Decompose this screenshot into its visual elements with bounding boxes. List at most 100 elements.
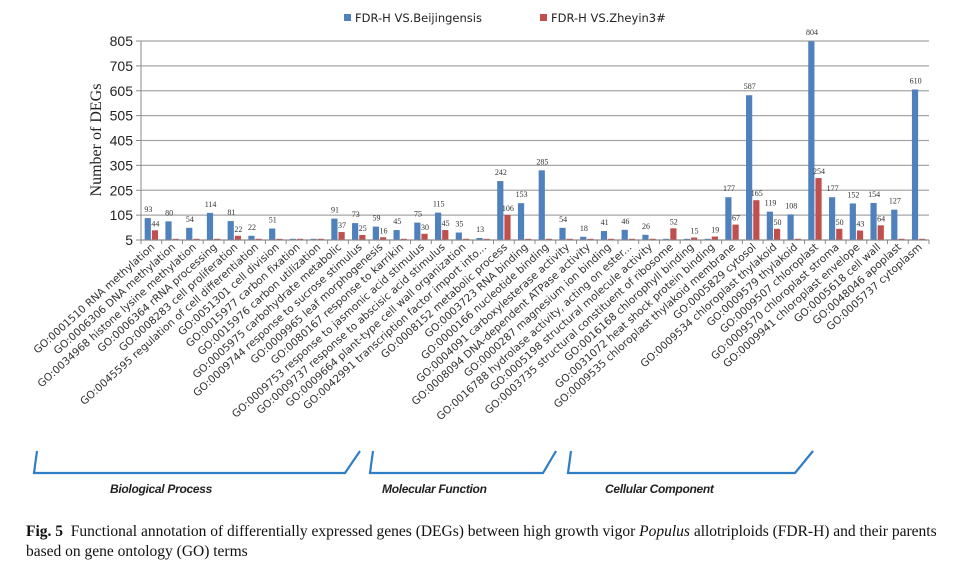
bar-beijingensis: [787, 214, 794, 240]
bar-zheyin3: [483, 238, 490, 240]
bar-value-label: 46: [621, 217, 629, 226]
bar-value-label: 19: [711, 226, 719, 235]
bar-value-label: 153: [516, 190, 528, 199]
bar-value-label: 45: [442, 219, 450, 228]
bar-zheyin3: [525, 238, 532, 240]
bars: [144, 41, 926, 240]
bar-value-label: 108: [785, 201, 797, 210]
bar-zheyin3: [462, 238, 470, 240]
bar-value-label: 115: [433, 200, 445, 209]
bar-value-label: 165: [751, 189, 763, 198]
bar-zheyin3: [753, 200, 760, 240]
legend: FDR-H VS.Beijingensis FDR-H VS.Zheyin3#: [344, 11, 666, 25]
bar-beijingensis: [227, 221, 234, 240]
bar-value-label: 43: [856, 220, 864, 229]
bar-value-label: 127: [889, 197, 901, 206]
bar-zheyin3: [919, 238, 926, 240]
bar-value-label: 54: [186, 215, 194, 224]
bar-value-label: 610: [910, 77, 922, 86]
legend-label-zheyin3: FDR-H VS.Zheyin3#: [551, 11, 666, 25]
bar-value-label: 16: [379, 226, 387, 235]
gridlines: [141, 40, 929, 241]
bar-beijingensis: [808, 41, 815, 240]
bar-value-label: 15: [691, 227, 699, 236]
bar-value-label: 177: [723, 184, 735, 193]
y-tick-label: 305: [110, 157, 134, 173]
bar-value-label: 64: [877, 214, 885, 223]
bar-value-label: 37: [338, 221, 346, 230]
y-tick-label: 605: [110, 83, 134, 99]
bar-value-label: 67: [732, 214, 740, 223]
bar-zheyin3: [359, 235, 366, 240]
group-brackets: [32, 450, 814, 475]
bar-beijingensis: [911, 89, 919, 240]
bar-value-label: 25: [359, 224, 367, 233]
bar-zheyin3: [815, 178, 822, 240]
bar-beijingensis: [269, 228, 276, 240]
bar-beijingensis: [414, 222, 421, 240]
bar-beijingensis: [621, 229, 628, 240]
bar-value-label: 51: [269, 216, 277, 225]
bar-value-label: 81: [227, 208, 235, 217]
bar-value-labels: 93 80 54 114 81 22 51 91 73 59 45 75 115 35 13 242 153 28…: [144, 28, 921, 235]
bar-beijingensis: [331, 218, 338, 240]
bar-beijingensis: [352, 223, 359, 240]
bar-beijingensis: [538, 170, 545, 240]
bar-zheyin3: [587, 238, 594, 240]
bar-beijingensis: [580, 236, 587, 240]
bar-beijingensis: [559, 227, 566, 240]
legend-swatch-beijingensis: [344, 14, 351, 21]
bar-value-label: 45: [393, 217, 401, 226]
bar-zheyin3: [214, 238, 221, 240]
bar-zheyin3: [794, 238, 801, 240]
bar-beijingensis: [393, 230, 400, 240]
bracket-molecular-function: [368, 450, 557, 475]
bar-beijingensis: [725, 197, 732, 240]
bar-value-label: 50: [836, 218, 844, 227]
y-axis-title: Number of DEGs: [88, 84, 105, 197]
bar-value-label: 50: [773, 218, 781, 227]
bar-beijingensis: [310, 238, 317, 240]
bar-value-label: 154: [868, 190, 880, 199]
bar-zheyin3: [898, 238, 905, 240]
bar-zheyin3: [877, 225, 884, 240]
bracket-cellular-component: [566, 450, 814, 475]
bar-value-label: 804: [806, 28, 818, 37]
bar-value-label: 114: [205, 200, 217, 209]
bar-zheyin3: [732, 224, 739, 240]
group-label-biological-process: Biological Process: [110, 482, 212, 496]
bar-beijingensis: [828, 197, 836, 240]
bar-zheyin3: [773, 228, 781, 240]
bar-zheyin3: [711, 236, 718, 240]
y-tick-label: 505: [110, 108, 134, 124]
bar-zheyin3: [400, 238, 407, 240]
bar-beijingensis: [476, 238, 483, 240]
legend-label-beijingensis: FDR-H VS.Beijingensis: [355, 11, 482, 25]
bar-value-label: 54: [559, 215, 567, 224]
bar-beijingensis: [372, 226, 379, 240]
bar-zheyin3: [649, 238, 656, 240]
bar-zheyin3: [442, 230, 449, 240]
bar-beijingensis: [186, 227, 193, 240]
bar-value-label: 22: [234, 225, 242, 234]
bar-beijingensis: [642, 234, 649, 240]
caption-text-2: allotriploids (FDR-H) and their parents …: [26, 523, 937, 560]
bar-beijingensis: [455, 232, 462, 240]
bar-zheyin3: [338, 232, 345, 240]
bar-beijingensis: [746, 95, 753, 240]
bar-beijingensis: [870, 202, 877, 240]
y-tick-label: 205: [110, 182, 134, 198]
bar-zheyin3: [421, 233, 428, 240]
y-tick-label: 105: [110, 207, 134, 223]
bar-beijingensis: [663, 238, 670, 240]
bar-zheyin3: [691, 237, 698, 240]
bar-value-label: 35: [455, 220, 463, 229]
bar-value-label: 119: [765, 199, 777, 208]
bar-value-label: 30: [421, 223, 429, 232]
bar-value-label: 254: [813, 167, 825, 176]
bar-zheyin3: [234, 235, 242, 240]
caption-text-1: Functional annotation of differentially …: [70, 523, 640, 540]
group-label-cellular-component: Cellular Component: [605, 482, 714, 496]
bar-zheyin3: [297, 238, 304, 240]
